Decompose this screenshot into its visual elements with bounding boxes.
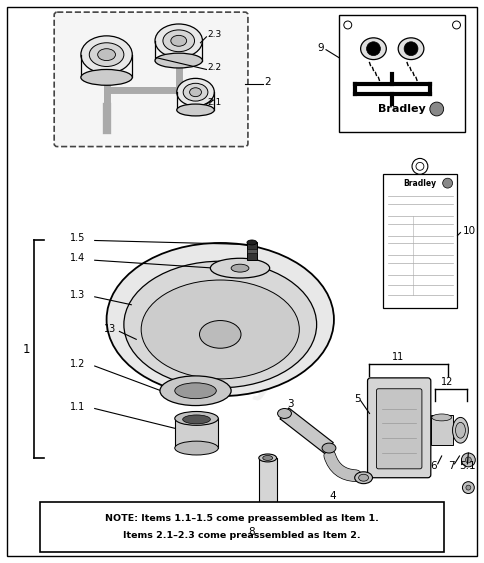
Ellipse shape — [259, 454, 276, 462]
Ellipse shape — [361, 38, 386, 60]
Text: 10: 10 — [462, 226, 476, 235]
Text: 9: 9 — [317, 43, 324, 53]
Bar — [247, 243, 257, 260]
Ellipse shape — [171, 35, 187, 46]
Ellipse shape — [453, 417, 469, 443]
Circle shape — [443, 178, 453, 188]
Circle shape — [404, 42, 418, 56]
Text: Bradley: Bradley — [378, 104, 426, 114]
Ellipse shape — [141, 280, 299, 379]
Text: 1.3: 1.3 — [70, 290, 85, 300]
Text: Items 2.1–2.3 come preassembled as Item 2.: Items 2.1–2.3 come preassembled as Item … — [123, 530, 361, 539]
FancyArrowPatch shape — [330, 455, 356, 476]
Bar — [247, 249, 257, 253]
Circle shape — [453, 21, 460, 29]
Ellipse shape — [259, 519, 276, 526]
Text: Kelly
Supply: Kelly Supply — [155, 314, 285, 405]
Ellipse shape — [160, 376, 231, 405]
Ellipse shape — [247, 240, 257, 245]
Bar — [383, 174, 457, 308]
Ellipse shape — [163, 30, 195, 52]
Text: 1.2: 1.2 — [70, 359, 85, 369]
Ellipse shape — [175, 441, 218, 455]
Text: 3: 3 — [287, 399, 294, 409]
Ellipse shape — [355, 472, 373, 484]
Text: 5: 5 — [354, 394, 360, 404]
Bar — [259, 458, 276, 522]
Polygon shape — [280, 408, 333, 454]
Text: 2: 2 — [265, 77, 272, 87]
Text: 6: 6 — [430, 461, 437, 471]
Bar — [40, 502, 444, 552]
Ellipse shape — [175, 412, 218, 425]
Ellipse shape — [177, 104, 214, 116]
Text: 12: 12 — [441, 377, 454, 387]
Circle shape — [412, 158, 428, 174]
Circle shape — [466, 485, 471, 490]
Ellipse shape — [124, 261, 317, 388]
Ellipse shape — [199, 320, 241, 348]
Text: 1.1: 1.1 — [70, 401, 85, 412]
Ellipse shape — [278, 409, 291, 418]
Ellipse shape — [211, 258, 270, 278]
Circle shape — [416, 162, 424, 170]
Circle shape — [344, 21, 352, 29]
Circle shape — [462, 482, 474, 494]
Circle shape — [366, 42, 380, 56]
Text: 8: 8 — [248, 527, 255, 537]
Ellipse shape — [183, 83, 208, 101]
Text: 1.4: 1.4 — [70, 253, 85, 263]
Text: NOTE: Items 1.1–1.5 come preassembled as Item 1.: NOTE: Items 1.1–1.5 come preassembled as… — [105, 514, 379, 523]
Text: 2.2: 2.2 — [208, 63, 222, 72]
Text: 2.3: 2.3 — [208, 30, 222, 39]
Text: 13: 13 — [104, 324, 116, 334]
Ellipse shape — [322, 443, 336, 453]
Ellipse shape — [455, 422, 466, 438]
Circle shape — [430, 102, 444, 116]
Text: 1.5: 1.5 — [70, 233, 85, 243]
Text: 5.1: 5.1 — [459, 461, 476, 471]
Ellipse shape — [81, 36, 132, 73]
Ellipse shape — [106, 243, 334, 396]
Text: 7: 7 — [449, 461, 455, 471]
Ellipse shape — [155, 24, 202, 57]
Ellipse shape — [177, 78, 214, 106]
Ellipse shape — [190, 88, 201, 97]
Ellipse shape — [182, 415, 211, 424]
Text: 11: 11 — [392, 352, 404, 362]
Text: 1: 1 — [23, 343, 30, 356]
Text: 2.1: 2.1 — [208, 97, 222, 106]
Circle shape — [466, 457, 471, 463]
Ellipse shape — [263, 455, 272, 461]
FancyArrowPatch shape — [330, 455, 356, 476]
Ellipse shape — [359, 474, 368, 481]
Text: 4: 4 — [329, 490, 335, 501]
Ellipse shape — [398, 38, 424, 60]
Ellipse shape — [81, 69, 132, 85]
Bar — [339, 15, 466, 132]
Ellipse shape — [155, 53, 202, 68]
Ellipse shape — [175, 383, 216, 399]
Ellipse shape — [89, 43, 124, 66]
FancyBboxPatch shape — [431, 415, 453, 445]
Ellipse shape — [432, 414, 452, 421]
FancyBboxPatch shape — [54, 12, 248, 146]
Circle shape — [461, 453, 475, 467]
Bar — [175, 418, 218, 448]
Text: Bradley: Bradley — [403, 178, 437, 187]
Ellipse shape — [231, 264, 249, 272]
Ellipse shape — [98, 49, 116, 61]
FancyBboxPatch shape — [367, 378, 431, 478]
FancyBboxPatch shape — [377, 389, 422, 469]
